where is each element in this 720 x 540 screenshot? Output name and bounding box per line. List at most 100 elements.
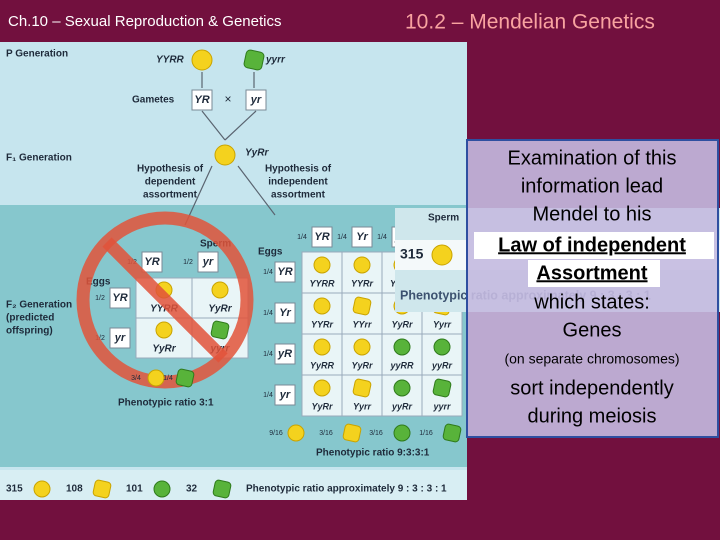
label: 9/16 xyxy=(269,430,283,437)
label: 1/16 xyxy=(419,430,433,437)
wrinkled-pea xyxy=(212,479,232,499)
pea xyxy=(153,480,171,498)
gamete-box xyxy=(311,226,333,248)
genotype: YyRR xyxy=(310,360,335,370)
label: (predicted xyxy=(6,313,54,324)
count: 108 xyxy=(66,484,83,495)
count: 32 xyxy=(186,484,198,495)
gamete: yR xyxy=(277,348,292,360)
label: Hypothesis of xyxy=(265,164,332,175)
label: 1/2 xyxy=(95,295,105,302)
pea xyxy=(287,424,305,442)
genotype: YYrr xyxy=(352,319,372,329)
label: 1/2 xyxy=(183,259,193,266)
label: 1/4 xyxy=(263,310,273,317)
genotype: YYRr xyxy=(311,319,334,329)
pea xyxy=(211,281,229,299)
pea xyxy=(313,379,331,397)
label: Sperm xyxy=(428,213,459,224)
gamete-box xyxy=(274,384,296,406)
pea xyxy=(313,297,331,315)
label: assortment xyxy=(271,190,326,201)
gamete-box xyxy=(191,89,213,111)
gamete: YR xyxy=(112,292,127,304)
label: 3/4 xyxy=(131,375,141,382)
label: 1/4 xyxy=(297,234,307,241)
label: Eggs xyxy=(258,247,283,258)
highlight xyxy=(528,260,660,287)
pea xyxy=(431,244,453,266)
pea xyxy=(393,379,411,397)
genotype: YYRR xyxy=(309,278,335,288)
gamete-box xyxy=(245,89,267,111)
wrinkled-pea xyxy=(92,479,112,499)
gamete: YR xyxy=(314,231,329,243)
genotype: yyRr xyxy=(391,401,413,411)
wrinkled-pea xyxy=(243,49,265,71)
text-line: Genes xyxy=(563,319,622,341)
label: × xyxy=(224,92,231,106)
highlight xyxy=(474,232,714,259)
gamete: YR xyxy=(277,266,292,278)
law-name: Assortment xyxy=(536,262,647,284)
genotype: yyRr xyxy=(431,360,453,370)
gamete-box xyxy=(109,287,131,309)
gamete: YR xyxy=(194,94,209,106)
genotype: YyRr xyxy=(311,401,333,411)
wrinkled-pea xyxy=(210,320,230,340)
pea xyxy=(353,256,371,274)
label: F₁ Generation xyxy=(6,153,72,164)
prohibition-slash xyxy=(102,237,228,363)
genotype: Yyrr xyxy=(433,319,452,329)
observed-strip xyxy=(0,470,467,500)
gamete: YR xyxy=(144,256,159,268)
text-line: information lead xyxy=(521,175,663,197)
gamete: yr xyxy=(250,94,262,106)
label: 1/2 xyxy=(95,335,105,342)
label: yyrr xyxy=(265,55,286,66)
label: P Generation xyxy=(6,49,68,60)
text-line: during meiosis xyxy=(528,405,657,427)
wrinkled-pea xyxy=(352,378,372,398)
genotype: YyRr xyxy=(351,360,373,370)
label: 1/4 xyxy=(263,269,273,276)
label: YyRr xyxy=(245,148,269,159)
wrinkled-pea xyxy=(342,423,362,443)
label: 1/4 xyxy=(163,375,173,382)
gamete: Yr xyxy=(279,307,291,319)
gamete-box xyxy=(274,261,296,283)
label: YYRR xyxy=(156,55,185,66)
genotype: YyRr xyxy=(152,344,176,355)
left-title: Ch.10 – Sexual Reproduction & Genetics xyxy=(8,13,282,30)
prohibition-circle xyxy=(76,211,254,389)
arrow-line xyxy=(237,165,276,216)
label: dependent xyxy=(145,177,196,188)
label: independent xyxy=(268,177,328,188)
wrinkled-pea xyxy=(432,378,452,398)
wrinkled-pea xyxy=(175,368,195,388)
gamete: yr xyxy=(202,256,214,268)
law-name: Law of independent xyxy=(498,234,686,256)
label: 1/4 xyxy=(263,351,273,358)
wrinkled-pea xyxy=(352,296,372,316)
genotype: YyRr xyxy=(208,304,232,315)
count: 101 xyxy=(126,484,143,495)
label: Hypothesis of xyxy=(137,164,204,175)
pea xyxy=(33,480,51,498)
label: offspring) xyxy=(6,326,53,337)
count: 315 xyxy=(400,246,424,262)
label: Eggs xyxy=(86,277,111,288)
label: 1/4 xyxy=(263,392,273,399)
text-line: sort independently xyxy=(510,377,673,399)
gamete-box xyxy=(109,327,131,349)
label: 1/4 xyxy=(337,234,347,241)
pea xyxy=(393,424,411,442)
label: 3/16 xyxy=(369,430,383,437)
pea xyxy=(214,144,236,166)
count: 315 xyxy=(6,484,23,495)
pea xyxy=(313,338,331,356)
genotype: Yyrr xyxy=(353,401,372,411)
label: 1/4 xyxy=(377,234,387,241)
genotype: YYRr xyxy=(351,278,374,288)
